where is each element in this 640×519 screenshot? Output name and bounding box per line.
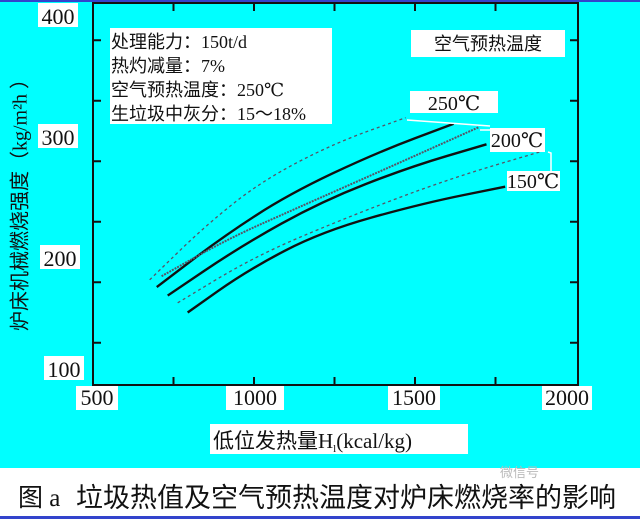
x-tick-label: 2000 xyxy=(545,385,589,410)
info-line: 处理能力：150t/d xyxy=(111,32,247,52)
info-line: 空气预热温度：250℃ xyxy=(111,80,284,100)
series-label-150: 150℃ xyxy=(507,171,559,193)
info-box xyxy=(110,28,332,124)
y-tick-label: 200 xyxy=(44,246,77,271)
x-tick-label: 1500 xyxy=(392,385,436,410)
legend-title: 空气预热温度 xyxy=(434,34,542,54)
figure-caption: 垃圾热值及空气预热温度对炉床燃烧率的影响 xyxy=(76,483,616,513)
series-line-3 xyxy=(167,143,487,297)
x-tick-label: 500 xyxy=(81,385,114,410)
series-line-4 xyxy=(177,149,546,304)
y-tick-label: 100 xyxy=(48,357,81,382)
series-line-5 xyxy=(186,185,506,314)
info-line: 生垃圾中灰分：15～18% xyxy=(111,104,306,124)
series-label-200: 200℃ xyxy=(491,130,543,152)
series-line-2 xyxy=(161,126,479,278)
watermark: 微信号 xyxy=(500,465,539,480)
series-label-250: 250℃ xyxy=(428,93,480,115)
x-tick-label: 1000 xyxy=(233,385,277,410)
top-border xyxy=(0,0,640,2)
bottom-border xyxy=(0,516,640,519)
y-axis-label: 炉床机械燃烧强度（kg/m²h ） xyxy=(9,69,32,331)
series-line-1 xyxy=(156,122,455,289)
y-tick-label: 400 xyxy=(42,4,75,29)
label-leader-lines xyxy=(406,119,552,171)
y-tick-label: 300 xyxy=(42,125,75,150)
axis-ticks xyxy=(93,3,578,385)
series-group xyxy=(149,117,546,314)
info-line: 热灼减量：7% xyxy=(111,56,225,76)
series-line-0 xyxy=(149,117,406,281)
figure-label: 图 a xyxy=(18,485,60,512)
x-axis-label: 低位发热量Hl(kcal/kg) xyxy=(213,429,412,455)
